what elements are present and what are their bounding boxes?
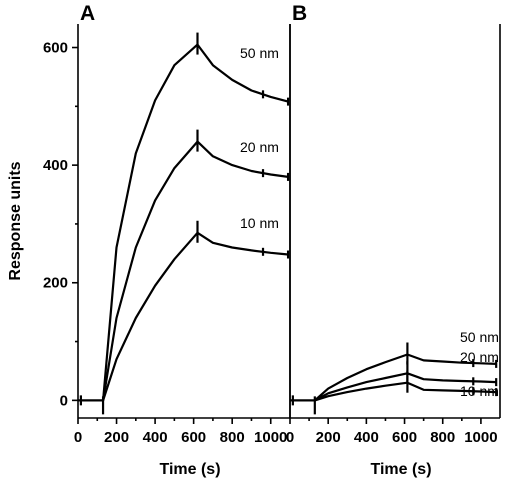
x-tick-label: 1000: [464, 429, 497, 446]
series-label: 20 nm: [460, 349, 499, 365]
series-label: 10 nm: [240, 215, 279, 231]
panel-label: B: [292, 2, 307, 25]
x-tick-label: 600: [392, 429, 417, 446]
x-tick-label: 400: [143, 429, 168, 446]
y-tick-label: 0: [60, 392, 68, 409]
x-tick-label: 400: [354, 429, 379, 446]
y-tick-label: 600: [43, 40, 68, 57]
y-axis-label: Response units: [7, 161, 24, 280]
x-tick-label: 600: [181, 429, 206, 446]
series-label: 50 nm: [240, 45, 279, 61]
x-axis-label: Time (s): [159, 461, 220, 478]
series-label: 20 nm: [240, 139, 279, 155]
x-tick-label: 0: [74, 429, 82, 446]
series-label: 50 nm: [460, 329, 499, 345]
panel-label: A: [80, 2, 95, 25]
x-tick-label: 800: [220, 429, 245, 446]
series-label: 10 nm: [460, 383, 499, 399]
x-tick-label: 1000: [254, 429, 287, 446]
panel-b: B 0 200 400 600 800 1000 Time (s) 50 nm 20 nm 10 n…: [286, 2, 501, 478]
series-line: [102, 231, 289, 401]
x-tick-label: 800: [430, 429, 455, 446]
x-tick-label: 200: [316, 429, 341, 446]
x-axis-label: Time (s): [370, 461, 431, 478]
y-tick-label: 400: [43, 157, 68, 174]
x-tick-label: 200: [104, 429, 129, 446]
x-tick-label: 0: [286, 429, 294, 446]
y-tick-label: 200: [43, 275, 68, 292]
